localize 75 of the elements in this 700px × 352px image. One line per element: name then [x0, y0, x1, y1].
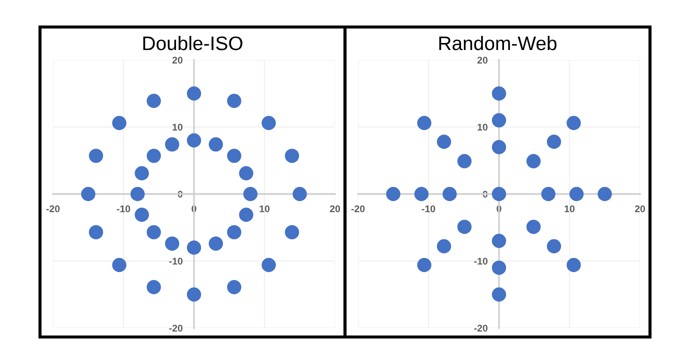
- point: [88, 148, 104, 163]
- point: [262, 258, 276, 272]
- point: [146, 225, 161, 240]
- point: [414, 186, 429, 202]
- point: [146, 94, 161, 108]
- point: [546, 239, 562, 254]
- point: [262, 116, 276, 130]
- point: [81, 186, 96, 202]
- y-tick-label: -10: [474, 258, 488, 265]
- point: [417, 116, 432, 130]
- point: [208, 137, 223, 152]
- x-tick-label: -10: [116, 205, 130, 212]
- point: [541, 186, 556, 202]
- point: [165, 137, 180, 152]
- point: [598, 186, 612, 202]
- point: [165, 236, 180, 251]
- y-tick-label: -20: [169, 324, 182, 332]
- point: [566, 258, 581, 272]
- point: [492, 140, 506, 154]
- point: [130, 186, 145, 202]
- point: [208, 236, 223, 251]
- point: [243, 186, 258, 202]
- point: [436, 134, 452, 149]
- x-tick-label: 10: [260, 205, 270, 212]
- x-tick-label: 10: [564, 205, 575, 212]
- point: [227, 280, 242, 294]
- x-tick-label: 20: [634, 205, 646, 212]
- point: [284, 148, 300, 163]
- point: [436, 239, 452, 254]
- y-tick-label: 20: [477, 56, 488, 64]
- chart-title: Random-Web: [439, 36, 556, 50]
- point: [417, 258, 432, 272]
- point: [239, 208, 254, 222]
- point: [134, 208, 149, 222]
- point: [146, 280, 161, 294]
- x-tick-label: 20: [330, 205, 340, 212]
- point: [492, 287, 506, 302]
- point: [239, 166, 254, 180]
- point: [442, 186, 457, 202]
- y-tick-label: -20: [474, 324, 488, 332]
- y-tick-label: 10: [172, 124, 182, 131]
- point: [134, 166, 149, 180]
- point: [186, 240, 202, 255]
- point: [186, 287, 202, 302]
- point: [492, 86, 506, 101]
- point: [546, 134, 562, 149]
- point: [284, 225, 300, 240]
- point: [492, 186, 506, 202]
- point: [386, 186, 400, 202]
- point: [492, 113, 506, 128]
- y-tick-label: 10: [478, 124, 488, 131]
- point: [492, 234, 506, 248]
- x-tick-label: -20: [46, 205, 60, 212]
- point: [526, 154, 541, 168]
- y-tick-label: -10: [169, 258, 182, 265]
- point: [457, 220, 472, 234]
- point: [186, 133, 202, 148]
- point: [526, 220, 541, 234]
- point: [492, 260, 506, 275]
- point: [227, 148, 242, 163]
- point: [292, 186, 307, 202]
- point: [186, 86, 202, 101]
- point: [457, 154, 472, 168]
- point: [146, 148, 161, 163]
- point: [227, 94, 242, 108]
- point: [112, 116, 126, 130]
- x-tick-label: -20: [351, 205, 365, 212]
- point: [88, 225, 104, 240]
- point: [112, 258, 126, 272]
- point: [569, 186, 584, 202]
- chart-title: Double-ISO: [143, 36, 242, 50]
- point: [566, 116, 581, 130]
- point: [227, 225, 242, 240]
- y-tick-label: 20: [172, 56, 182, 64]
- x-tick-label: -10: [422, 205, 436, 212]
